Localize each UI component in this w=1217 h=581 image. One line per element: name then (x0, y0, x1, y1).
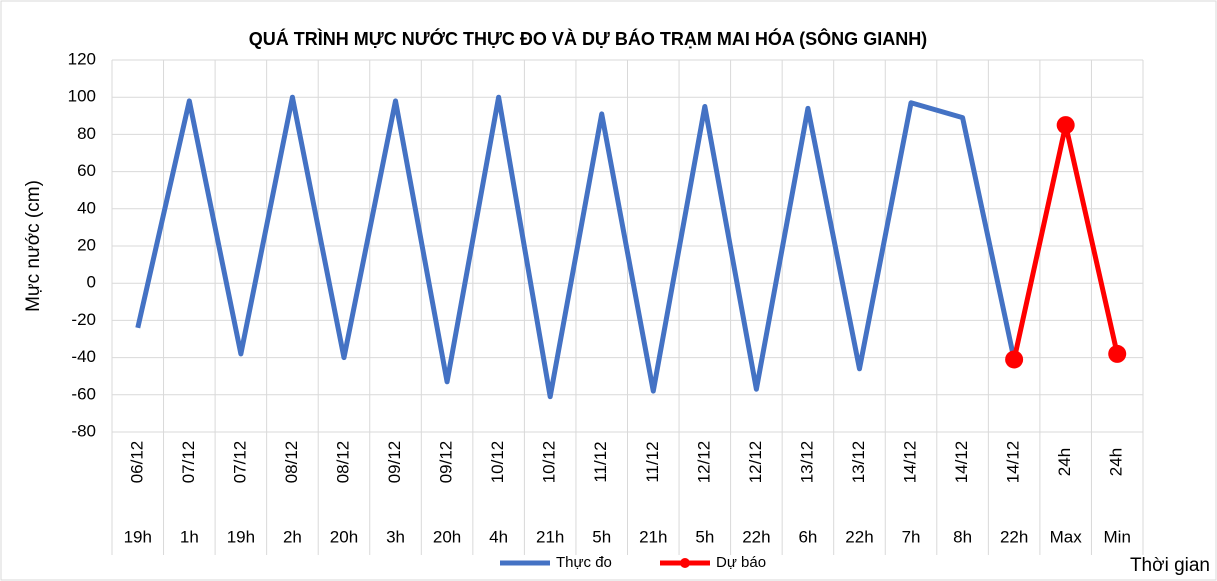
chart-title: QUÁ TRÌNH MỰC NƯỚC THỰC ĐO VÀ DỰ BÁO TRẠ… (249, 28, 927, 49)
x-tick-label: 5h (592, 527, 611, 546)
x-tick-label: 22h (1000, 527, 1028, 546)
y-tick-label: 120 (68, 49, 96, 68)
x-tick-label: 07/12 (230, 441, 249, 484)
point-marker (1005, 350, 1024, 369)
x-tick-label: 12/12 (746, 441, 765, 484)
x-tick-label: 08/12 (333, 441, 352, 484)
x-tick-label: 19h (227, 527, 255, 546)
x-tick-label: 13/12 (849, 441, 868, 484)
x-tick-label: 6h (798, 527, 817, 546)
x-tick-label: 14/12 (901, 441, 920, 484)
x-tick-label: 10/12 (488, 441, 507, 484)
x-tick-label: 5h (695, 527, 714, 546)
x-tick-label: 8h (953, 527, 972, 546)
x-tick-label: 06/12 (127, 441, 146, 484)
x-tick-label: 24h (1107, 448, 1126, 476)
x-tick-label: 7h (902, 527, 921, 546)
x-tick-label: 20h (330, 527, 358, 546)
x-tick-label: 14/12 (952, 441, 971, 484)
x-tick-label: 13/12 (797, 441, 816, 484)
y-tick-label: -40 (71, 347, 96, 366)
x-tick-label: 07/12 (179, 441, 198, 484)
y-tick-label: 0 (87, 273, 96, 292)
y-axis-label: Mực nước (cm) (23, 180, 44, 312)
x-tick-label: 19h (124, 527, 152, 546)
y-tick-label: 60 (77, 161, 96, 180)
y-tick-label: -20 (71, 310, 96, 329)
x-tick-label: 21h (536, 527, 564, 546)
x-tick-label: 22h (742, 527, 770, 546)
legend-marker (680, 558, 690, 568)
x-tick-label: 09/12 (437, 441, 456, 484)
x-tick-label: 11/12 (591, 441, 610, 482)
x-tick-label: 22h (845, 527, 873, 546)
x-tick-label: 1h (180, 527, 199, 546)
x-tick-label: Min (1104, 527, 1131, 546)
x-tick-label: 12/12 (694, 441, 713, 484)
x-tick-label: 10/12 (540, 441, 559, 484)
y-tick-label: 80 (77, 124, 96, 143)
x-tick-label: 14/12 (1004, 441, 1023, 484)
legend-label: Thực đo (556, 554, 612, 571)
series-line (135, 94, 1017, 400)
y-tick-label: 100 (68, 87, 96, 106)
x-tick-label: 24h (1055, 448, 1074, 476)
x-tick-label: 2h (283, 527, 302, 546)
point-marker (1056, 116, 1075, 135)
y-tick-label: 20 (77, 235, 96, 254)
y-tick-label: -60 (71, 384, 96, 403)
legend-label: Dự báo (716, 554, 766, 571)
x-tick-label: 21h (639, 527, 667, 546)
x-tick-label: Max (1050, 527, 1083, 546)
y-tick-label: 40 (77, 198, 96, 217)
x-axis-label: Thời gian (1130, 555, 1210, 576)
x-tick-label: 4h (489, 527, 508, 546)
x-tick-label: 08/12 (282, 441, 301, 484)
x-tick-label: 11/12 (643, 441, 662, 482)
x-tick-label: 3h (386, 527, 405, 546)
x-tick-label: 09/12 (385, 441, 404, 484)
x-tick-label: 20h (433, 527, 461, 546)
point-marker (1108, 344, 1127, 363)
y-tick-label: -80 (71, 421, 96, 440)
